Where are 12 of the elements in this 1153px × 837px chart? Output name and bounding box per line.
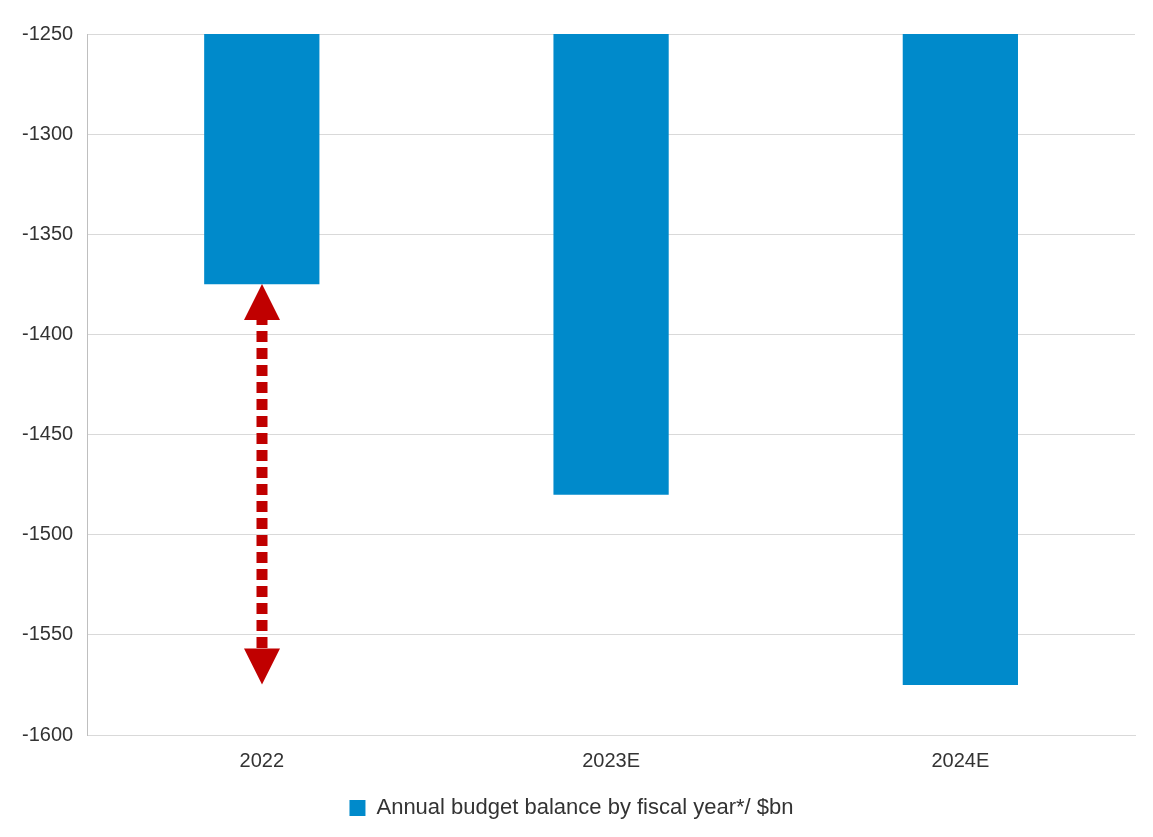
y-tick-label: -1350 [22, 221, 74, 244]
x-tick-label: 2022 [239, 748, 285, 771]
y-tick-label: -1600 [22, 722, 74, 745]
x-tick-label: 2024E [931, 748, 990, 771]
y-tick-label: -1300 [22, 121, 74, 144]
x-tick-label: 2023E [582, 748, 640, 771]
y-tick-label: -1400 [22, 321, 74, 344]
legend-label: Annual budget balance by fiscal year*/ $bn [376, 794, 794, 820]
y-tick-label: -1450 [22, 422, 74, 445]
y-tick-label: -1500 [22, 522, 74, 545]
y-tick-label: -1250 [22, 21, 74, 44]
y-tick-label: -1550 [22, 622, 74, 645]
